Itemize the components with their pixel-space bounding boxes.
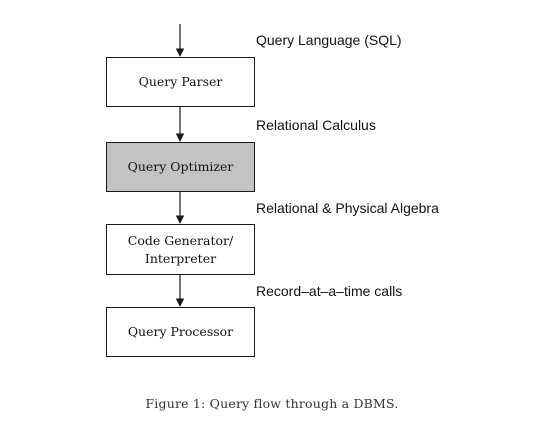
edge-label-query-language: Query Language (SQL) <box>256 32 402 48</box>
code-generator-label: Code Generator/ Interpreter <box>127 232 234 266</box>
edge-label-record-at-a-time: Record–at–a–time calls <box>256 283 403 299</box>
query-parser-label: Query Parser <box>138 74 223 89</box>
query-optimizer-label: Query Optimizer <box>127 159 234 174</box>
edge-label-relational-physical-algebra: Relational & Physical Algebra <box>256 200 439 216</box>
figure-caption: Figure 1: Query flow through a DBMS. <box>145 396 399 411</box>
code-generator-box: Code Generator/ Interpreter <box>106 224 255 275</box>
query-parser-box: Query Parser <box>106 57 255 107</box>
edge-label-relational-calculus: Relational Calculus <box>256 117 376 133</box>
query-processor-label: Query Processor <box>127 324 234 339</box>
query-optimizer-box: Query Optimizer <box>106 142 255 192</box>
query-processor-box: Query Processor <box>106 307 255 357</box>
